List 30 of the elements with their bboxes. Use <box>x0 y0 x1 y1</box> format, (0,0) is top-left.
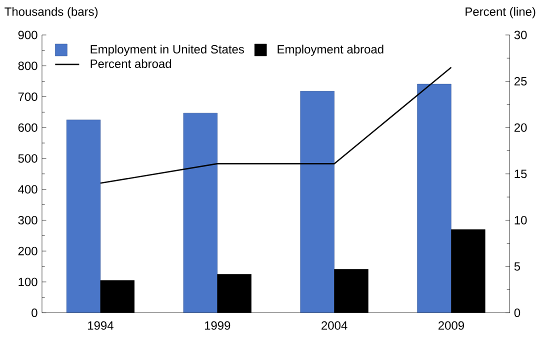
y2-tick-label: 20 <box>514 123 527 132</box>
y-tick-label: 900 <box>18 30 38 40</box>
y-tick-label: 100 <box>18 278 38 286</box>
y2-tick-label: 25 <box>514 77 527 86</box>
x-tick-label: 2009 <box>438 321 464 330</box>
legend-label: Employment in United States <box>90 44 244 56</box>
x-tick-label: 1994 <box>88 321 114 330</box>
y-tick-label: 200 <box>18 246 38 256</box>
y2-tick-label: 10 <box>514 216 527 225</box>
bar <box>183 113 218 313</box>
bar <box>417 84 452 313</box>
legend-label: Percent abroad <box>90 59 172 68</box>
y-tick-label: 700 <box>18 92 38 102</box>
bar <box>300 91 334 313</box>
y2-tick-label: 30 <box>514 30 527 40</box>
y-tick-label: 0 <box>32 308 38 318</box>
y2-tick-label: 15 <box>514 170 527 178</box>
y2-axis-title: Percent (line) <box>466 7 536 18</box>
legend-label: Employment abroad <box>278 44 384 56</box>
y-tick-label: 500 <box>18 154 38 163</box>
bar <box>66 120 101 313</box>
x-tick-label: 2004 <box>322 321 348 330</box>
y2-tick-label: 0 <box>514 308 520 318</box>
y-tick-label: 300 <box>18 216 38 225</box>
y-tick-label: 400 <box>18 185 38 194</box>
y-tick-label: 600 <box>18 123 38 132</box>
x-tick-label: 1999 <box>204 321 230 330</box>
y-tick-label: 800 <box>18 62 38 70</box>
y2-tick-label: 5 <box>514 262 520 271</box>
y-axis-title: Thousands (bars) <box>4 7 98 18</box>
